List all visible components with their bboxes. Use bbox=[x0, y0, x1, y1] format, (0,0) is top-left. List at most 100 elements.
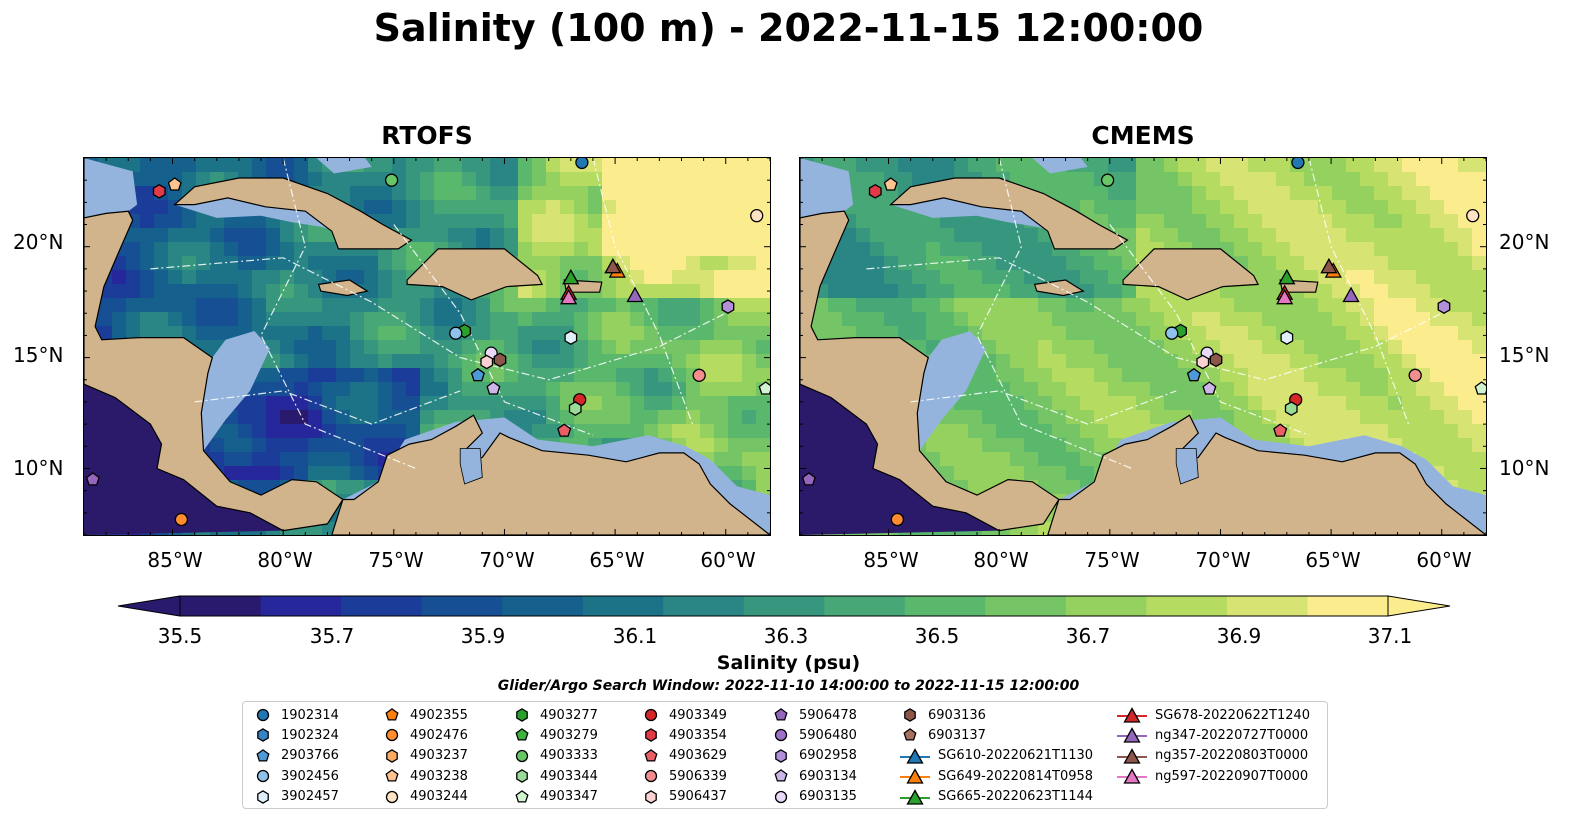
legend-label: SG665-20220623T1144 bbox=[938, 789, 1094, 805]
colorbar-segment bbox=[1065, 596, 1147, 616]
panel-title-cmems: CMEMS bbox=[1091, 121, 1195, 150]
land-mass bbox=[889, 177, 1129, 250]
legend-marker-icon bbox=[257, 728, 269, 743]
legend-label: 5906480 bbox=[799, 727, 857, 743]
legend-label: 5906478 bbox=[799, 707, 857, 723]
lat-tick-label: 20°N bbox=[13, 230, 64, 254]
legend-marker-icon bbox=[1117, 727, 1147, 744]
legend-marker-icon bbox=[904, 708, 916, 722]
land-mass bbox=[1122, 248, 1260, 301]
legend-item: 5906437 bbox=[641, 787, 727, 807]
float-marker-4903244 bbox=[750, 209, 764, 223]
float-marker-3902457 bbox=[564, 330, 578, 345]
legend-item: SG678-20220622T1240 bbox=[1117, 705, 1310, 725]
legend-item: 5906478 bbox=[771, 705, 857, 725]
legend-item: 5906339 bbox=[641, 766, 727, 786]
colorbar-extend-high bbox=[1387, 595, 1451, 617]
legend-item: ng597-20220907T0000 bbox=[1117, 766, 1308, 786]
search-window-text: Glider/Argo Search Window: 2022-11-10 14… bbox=[497, 678, 1080, 694]
colorbar-segment bbox=[824, 596, 906, 616]
shelf-region bbox=[201, 331, 270, 451]
lon-tick-label: 75°W bbox=[368, 548, 424, 572]
pacific-ocean bbox=[800, 384, 1000, 535]
glider-marker-ng347-20220727T0000 bbox=[1342, 286, 1360, 303]
lat-tick-label: 10°N bbox=[1499, 456, 1550, 480]
argo-float-markers bbox=[801, 158, 1486, 527]
float-marker-2903766 bbox=[470, 367, 485, 382]
legend-marker-icon bbox=[515, 749, 529, 762]
legend-label: 6903134 bbox=[799, 768, 857, 784]
glider-marker-SG665-20220623T1144 bbox=[1278, 268, 1296, 285]
legend-item: 4902476 bbox=[382, 725, 468, 745]
float-marker-1902314 bbox=[1291, 158, 1305, 170]
lon-tick-label: 75°W bbox=[1084, 548, 1140, 572]
legend-marker-icon bbox=[900, 747, 930, 764]
float-marker-5906437 bbox=[1196, 354, 1210, 370]
land-mass bbox=[1047, 414, 1486, 535]
float-marker-3902456 bbox=[449, 326, 463, 340]
legend: 1902314 1902324 2903766 3902456 3902457 49023… bbox=[242, 701, 1328, 809]
lon-tick-label: 60°W bbox=[700, 548, 756, 572]
lat-tick-label: 10°N bbox=[13, 456, 64, 480]
float-marker-4903238 bbox=[167, 177, 182, 191]
colorbar bbox=[117, 595, 1451, 617]
land-mass bbox=[1033, 279, 1085, 297]
float-marker-4903244 bbox=[1466, 209, 1480, 223]
float-marker-1902314 bbox=[575, 158, 589, 170]
colorbar-label: Salinity (psu) bbox=[716, 652, 861, 674]
legend-item: 6903134 bbox=[771, 766, 857, 786]
legend-item: 1902324 bbox=[253, 725, 339, 745]
legend-label: 6903137 bbox=[928, 727, 986, 743]
legend-label: 1902314 bbox=[281, 707, 339, 723]
colorbar-segment bbox=[985, 596, 1067, 616]
land-mass bbox=[331, 414, 770, 535]
float-marker-4903238 bbox=[883, 177, 898, 191]
legend-item: 3902456 bbox=[253, 766, 339, 786]
float-marker-5906478 bbox=[801, 472, 816, 486]
float-marker-4903629 bbox=[557, 423, 572, 437]
colorbar-segment bbox=[502, 596, 584, 616]
legend-marker-icon bbox=[774, 790, 788, 803]
legend-marker-icon bbox=[644, 770, 658, 783]
pacific-ocean bbox=[84, 384, 284, 535]
legend-label: 4903333 bbox=[540, 748, 598, 764]
legend-label: 4903279 bbox=[540, 727, 598, 743]
figure-title: Salinity (100 m) - 2022-11-15 12:00:00 bbox=[373, 6, 1204, 50]
colorbar-segment bbox=[180, 596, 262, 616]
legend-label: 4903354 bbox=[669, 727, 727, 743]
land-mass bbox=[406, 248, 544, 301]
legend-item: SG665-20220623T1144 bbox=[900, 787, 1093, 807]
frame-ticks bbox=[84, 158, 770, 535]
colorbar-tick-label: 36.9 bbox=[1216, 624, 1262, 648]
panel-title-rtofs: RTOFS bbox=[381, 121, 473, 150]
glider-marker-ng357-20220803T0000 bbox=[604, 257, 622, 274]
colorbar-segment bbox=[421, 596, 503, 616]
legend-item: 2903766 bbox=[253, 746, 339, 766]
legend-item: SG649-20220814T0958 bbox=[900, 766, 1093, 786]
colorbar-tick-label: 37.1 bbox=[1367, 624, 1413, 648]
lon-tick-label: 65°W bbox=[589, 548, 645, 572]
legend-label: 6903136 bbox=[928, 707, 986, 723]
glider-marker-SG665-20220623T1144 bbox=[562, 268, 580, 285]
legend-label: 4903238 bbox=[410, 768, 468, 784]
legend-item: 1902314 bbox=[253, 705, 339, 725]
legend-label: 4903244 bbox=[410, 789, 468, 805]
legend-item: 4903279 bbox=[512, 725, 598, 745]
legend-marker-icon bbox=[515, 789, 529, 803]
shelf-region bbox=[1032, 158, 1088, 174]
legend-item: 4903347 bbox=[512, 787, 598, 807]
legend-item: 6903137 bbox=[900, 725, 986, 745]
float-marker-4903347 bbox=[1474, 381, 1486, 395]
legend-label: 4903349 bbox=[669, 707, 727, 723]
legend-marker-icon bbox=[775, 748, 787, 763]
colorbar-tick-label: 35.7 bbox=[309, 624, 355, 648]
legend-marker-icon bbox=[644, 748, 658, 762]
legend-marker-icon bbox=[774, 729, 788, 742]
float-marker-6902958 bbox=[721, 299, 735, 314]
legend-marker-icon bbox=[774, 769, 788, 782]
colorbar-segment bbox=[743, 596, 825, 616]
legend-marker-icon bbox=[515, 728, 529, 741]
legend-label: 4903629 bbox=[669, 748, 727, 764]
float-marker-5906478 bbox=[85, 472, 100, 486]
float-marker-4903354 bbox=[868, 183, 882, 199]
